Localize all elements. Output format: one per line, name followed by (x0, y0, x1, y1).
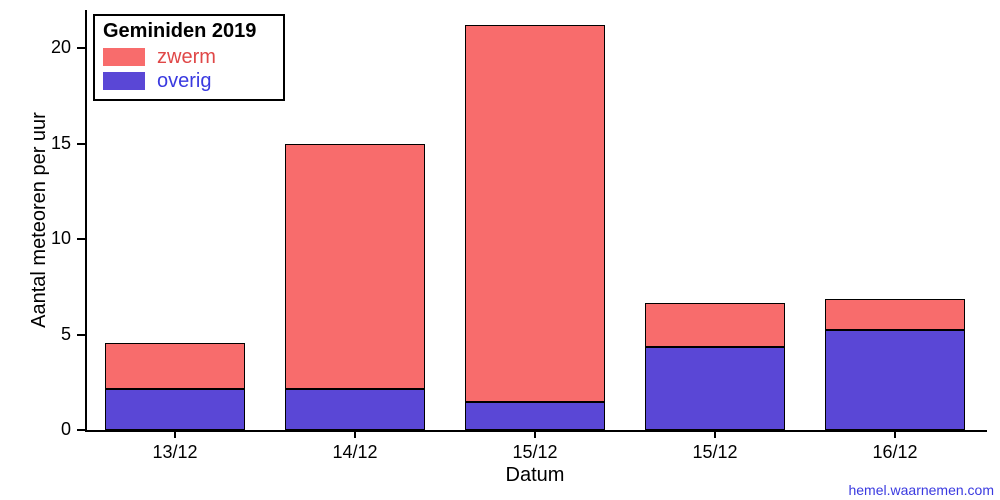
legend-label: overig (157, 70, 211, 93)
chart-container: Aantal meteoren per uur Datum Geminiden … (0, 0, 1000, 500)
x-tick (534, 430, 536, 438)
x-tick-label: 15/12 (485, 442, 585, 463)
x-tick-label: 16/12 (845, 442, 945, 463)
legend-label: zwerm (157, 46, 216, 69)
x-tick-label: 13/12 (125, 442, 225, 463)
y-tick-label: 20 (0, 37, 71, 58)
x-tick-label: 14/12 (305, 442, 405, 463)
y-tick-label: 15 (0, 133, 71, 154)
y-axis-label: Aantal meteoren per uur (28, 90, 51, 350)
bar-overig (285, 389, 425, 430)
legend-item-overig: overig (103, 69, 275, 93)
y-tick-label: 10 (0, 228, 71, 249)
credit-text: hemel.waarnemen.com (848, 482, 994, 498)
x-tick-label: 15/12 (665, 442, 765, 463)
chart-title: Geminiden 2019 (103, 20, 275, 43)
legend-swatch-icon (103, 72, 145, 90)
bar-zwerm (285, 144, 425, 389)
bar-zwerm (825, 299, 965, 330)
bar-overig (465, 402, 605, 430)
legend-swatch-icon (103, 48, 145, 66)
y-tick (77, 334, 85, 336)
y-tick (77, 47, 85, 49)
y-tick (77, 429, 85, 431)
x-tick (894, 430, 896, 438)
bar-overig (645, 347, 785, 430)
y-tick-label: 5 (0, 324, 71, 345)
x-axis-label: Datum (475, 464, 595, 487)
y-tick (77, 238, 85, 240)
legend-box: Geminiden 2019 zwermoverig (93, 14, 285, 101)
x-tick (354, 430, 356, 438)
bar-zwerm (105, 343, 245, 389)
y-tick (77, 143, 85, 145)
x-tick (714, 430, 716, 438)
y-tick-label: 0 (0, 419, 71, 440)
bar-overig (105, 389, 245, 430)
bar-zwerm (465, 25, 605, 402)
bar-zwerm (645, 303, 785, 347)
x-tick (174, 430, 176, 438)
bar-overig (825, 330, 965, 430)
legend-item-zwerm: zwerm (103, 45, 275, 69)
